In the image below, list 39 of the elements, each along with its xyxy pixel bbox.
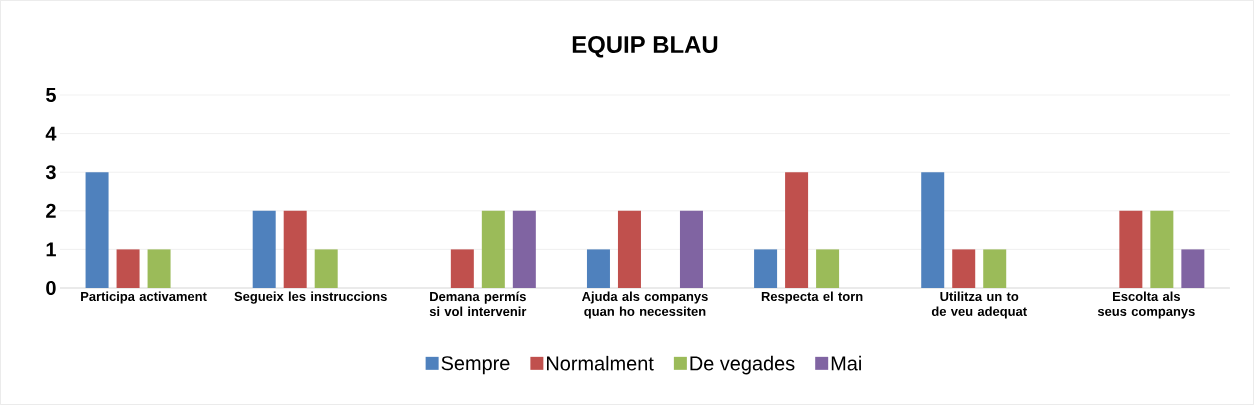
bar [816, 249, 840, 288]
y-tick-label: 0 [46, 280, 56, 296]
bar [1119, 210, 1143, 288]
bar [586, 249, 610, 288]
legend-label: Mai [831, 355, 861, 371]
bar [754, 249, 778, 288]
y-tick-label: 2 [46, 203, 56, 218]
x-tick-label: Respecta el torn [761, 291, 863, 304]
y-tick-label: 3 [45, 165, 56, 180]
bar [481, 210, 505, 288]
y-tick-label: 4 [45, 126, 57, 141]
y-tick-label: 5 [46, 88, 56, 102]
x-tick-label: Segueix les instruccions [234, 291, 387, 304]
bar [147, 249, 171, 288]
x-tick-label: Escolta als seus companys [1097, 291, 1195, 319]
bar [921, 172, 945, 288]
bar [617, 210, 641, 288]
bar [512, 210, 536, 288]
bar [116, 249, 140, 288]
chart-title: EQUIP BLAU [572, 36, 718, 58]
x-tick-label: Utilitza un to de veu adequat [931, 291, 1027, 319]
bar [983, 249, 1007, 288]
x-tick-label: Demana permís si vol intervenir [429, 291, 527, 317]
legend-label: De vegades [690, 355, 795, 375]
bar [1181, 249, 1205, 288]
bar [785, 172, 809, 288]
x-tick-label: Ajuda als companys quan ho necessiten [581, 291, 708, 319]
bar [450, 249, 474, 288]
bar [85, 172, 109, 288]
bar [952, 249, 976, 288]
y-tick-label: 1 [46, 242, 56, 257]
bar [314, 249, 338, 288]
bar [252, 210, 276, 288]
x-tick-label: Participa activament [81, 291, 207, 304]
legend-label: Sempre [441, 356, 510, 375]
legend-label: Normalment [547, 355, 654, 371]
bar [679, 210, 703, 288]
bar [283, 210, 307, 288]
bar [1150, 210, 1174, 288]
